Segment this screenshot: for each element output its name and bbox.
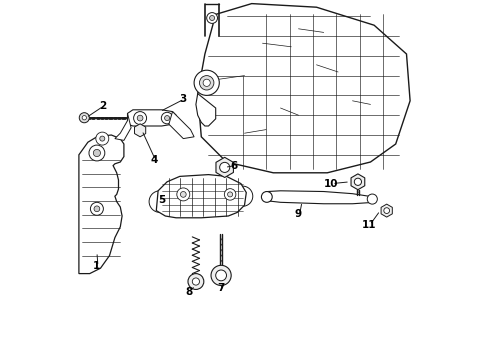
- Polygon shape: [196, 94, 215, 126]
- Circle shape: [211, 265, 231, 285]
- Polygon shape: [134, 124, 145, 137]
- Circle shape: [383, 208, 389, 213]
- Circle shape: [206, 13, 217, 23]
- Text: 2: 2: [99, 101, 106, 111]
- Polygon shape: [168, 112, 194, 139]
- Text: 9: 9: [294, 209, 302, 219]
- Text: 7: 7: [217, 283, 224, 293]
- Text: 3: 3: [179, 94, 186, 104]
- Polygon shape: [380, 204, 391, 217]
- Polygon shape: [127, 110, 178, 126]
- Polygon shape: [267, 191, 371, 204]
- Circle shape: [137, 115, 142, 121]
- Polygon shape: [197, 4, 409, 173]
- Text: 4: 4: [150, 155, 158, 165]
- Polygon shape: [156, 175, 246, 218]
- Circle shape: [192, 278, 199, 285]
- Circle shape: [82, 116, 86, 120]
- Circle shape: [219, 162, 229, 172]
- Text: 11: 11: [361, 220, 375, 230]
- Circle shape: [261, 192, 272, 202]
- Circle shape: [209, 15, 214, 21]
- Polygon shape: [115, 113, 131, 140]
- Circle shape: [133, 112, 146, 125]
- Circle shape: [199, 76, 213, 90]
- Text: 8: 8: [184, 287, 192, 297]
- Circle shape: [180, 192, 186, 197]
- Circle shape: [232, 186, 252, 206]
- Circle shape: [354, 178, 361, 185]
- Circle shape: [94, 206, 100, 212]
- Circle shape: [177, 188, 189, 201]
- Circle shape: [164, 116, 169, 121]
- Circle shape: [194, 70, 219, 95]
- Circle shape: [227, 192, 232, 197]
- Circle shape: [224, 189, 235, 200]
- Circle shape: [137, 127, 142, 133]
- Text: 10: 10: [323, 179, 338, 189]
- Text: 6: 6: [230, 161, 237, 171]
- Polygon shape: [216, 157, 233, 177]
- Circle shape: [89, 145, 104, 161]
- Text: 5: 5: [158, 195, 165, 205]
- Polygon shape: [350, 174, 364, 190]
- Circle shape: [366, 194, 377, 204]
- Circle shape: [96, 132, 108, 145]
- Text: 1: 1: [93, 261, 101, 271]
- Circle shape: [161, 112, 172, 124]
- Circle shape: [187, 274, 203, 289]
- Circle shape: [100, 136, 104, 141]
- Circle shape: [90, 202, 103, 215]
- Circle shape: [215, 270, 226, 281]
- Circle shape: [79, 113, 89, 123]
- Circle shape: [149, 191, 170, 212]
- Circle shape: [203, 79, 210, 86]
- Circle shape: [93, 149, 101, 157]
- Polygon shape: [79, 135, 123, 274]
